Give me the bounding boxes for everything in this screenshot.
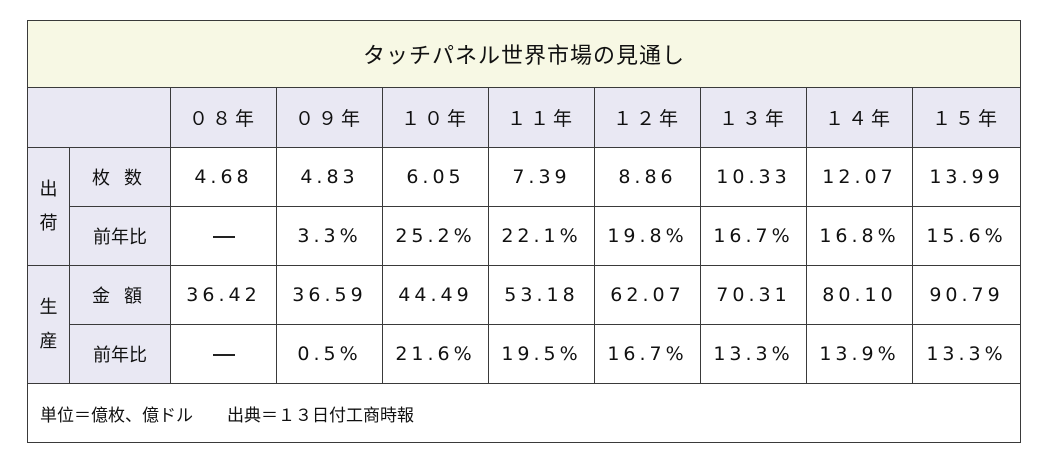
year-header-row: ０８年 ０９年 １０年 １１年 １２年 １３年 １４年 １５年	[27, 87, 1022, 148]
group-label-shipments: 出荷	[27, 147, 70, 266]
table-cell: 44.49	[382, 265, 489, 325]
year-header: １１年	[488, 87, 595, 148]
table-cell: 36.59	[276, 265, 383, 325]
row-label: 金額	[69, 265, 171, 325]
row-label: 枚数	[69, 147, 171, 207]
table-cell: 13.9%	[806, 324, 913, 384]
year-header: １４年	[806, 87, 913, 148]
table-cell: 4.83	[276, 147, 383, 207]
table-cell-dash: —	[170, 206, 277, 266]
header-corner	[27, 87, 171, 148]
table-cell: 6.05	[382, 147, 489, 207]
table-cell: 15.6%	[911, 206, 1022, 266]
table-cell: 10.33	[700, 147, 807, 207]
table-cell: 70.31	[700, 265, 807, 325]
table-cell: 19.5%	[488, 324, 595, 384]
year-header: １０年	[382, 87, 489, 148]
year-header: １３年	[700, 87, 807, 148]
row-label: 前年比	[69, 206, 171, 266]
group-label-production: 生産	[27, 265, 70, 384]
market-forecast-table-container: タッチパネル世界市場の見通し ０８年 ０９年 １０年 １１年 １２年 １３年 １…	[26, 20, 1022, 443]
table-cell: 19.8%	[594, 206, 701, 266]
table-title: タッチパネル世界市場の見通し	[26, 20, 1022, 88]
table-cell: 36.42	[170, 265, 277, 325]
table-cell: 16.7%	[700, 206, 807, 266]
market-forecast-table: タッチパネル世界市場の見通し ０８年 ０９年 １０年 １１年 １２年 １３年 １…	[26, 20, 1022, 443]
table-cell: 16.7%	[594, 324, 701, 384]
table-cell: 13.3%	[700, 324, 807, 384]
dash-mark: —	[212, 353, 235, 356]
table-row: 前年比 — 3.3% 25.2% 22.1% 19.8% 16.7% 16.8%…	[28, 206, 1022, 266]
table-row: 前年比 — 0.5% 21.6% 19.5% 16.7% 13.3% 13.9%…	[28, 324, 1022, 384]
year-header: １５年	[911, 87, 1022, 148]
footnote: 単位＝億枚、億ドル 出典＝１３日付工商時報	[26, 383, 1022, 443]
table-cell: 21.6%	[382, 324, 489, 384]
table-cell: 0.5%	[276, 324, 383, 384]
table-cell: 22.1%	[488, 206, 595, 266]
table-cell: 53.18	[488, 265, 595, 325]
group-label-text: 出荷	[39, 178, 58, 234]
table-row: 出荷 枚数 4.68 4.83 6.05 7.39 8.86 10.33 12.…	[27, 147, 1022, 266]
year-header: １２年	[594, 87, 701, 148]
table-cell: 12.07	[806, 147, 913, 207]
table-cell: 80.10	[806, 265, 913, 325]
table-cell: 90.79	[911, 265, 1022, 325]
table-cell: 3.3%	[276, 206, 383, 266]
dash-mark: —	[212, 235, 235, 238]
table-cell: 13.3%	[911, 324, 1022, 384]
table-cell: 7.39	[488, 147, 595, 207]
table-cell: 25.2%	[382, 206, 489, 266]
table-cell: 8.86	[594, 147, 701, 207]
table-cell: 16.8%	[806, 206, 913, 266]
table-cell: 62.07	[594, 265, 701, 325]
row-label: 前年比	[69, 324, 171, 384]
table-cell: 4.68	[170, 147, 277, 207]
year-header: ０８年	[170, 87, 277, 148]
group-label-text: 生産	[39, 296, 58, 352]
table-row: 生産 金額 36.42 36.59 44.49 53.18 62.07 70.3…	[27, 265, 1022, 384]
table-cell: 13.99	[911, 147, 1022, 207]
table-cell-dash: —	[170, 324, 277, 384]
year-header: ０９年	[276, 87, 383, 148]
